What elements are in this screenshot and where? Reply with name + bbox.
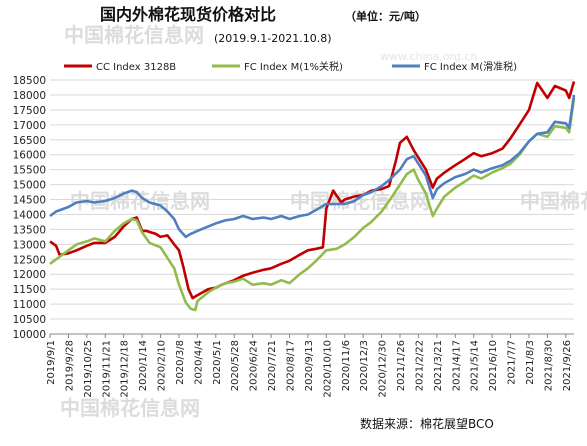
x-tick-label: 2020/6/24 (249, 340, 260, 391)
x-tick-label: 2020/3/8 (175, 340, 186, 385)
legend-label-cc: CC Index 3128B (96, 62, 176, 73)
y-tick-label: 11500 (13, 284, 46, 296)
x-tick-label: 2020/9/13 (304, 340, 315, 391)
y-tick-label: 14000 (13, 209, 46, 221)
y-tick-label: 16000 (13, 150, 46, 162)
x-tick-label: 2021/1/26 (396, 340, 407, 391)
y-tick-label: 12000 (13, 269, 46, 281)
x-tick-label: 2019/11/21 (101, 340, 112, 398)
legend-label-fc1: FC Index M(1%关税) (244, 60, 343, 73)
y-tick-label: 10000 (13, 329, 46, 341)
series-line-1 (49, 97, 576, 312)
x-tick-label: 2020/2/10 (157, 340, 168, 391)
y-tick-label: 17000 (13, 120, 46, 132)
x-tick-label: 2019/12/18 (120, 340, 131, 398)
x-tick-label: 2020/1/14 (138, 340, 149, 391)
legend-label-fcs: FC Index M(滑准税) (424, 60, 517, 73)
watermark-text: 中国棉花信息网 (290, 189, 430, 213)
y-tick-label: 13000 (13, 239, 46, 251)
y-tick-label: 18000 (13, 90, 46, 102)
x-tick-label: 2019/10/25 (83, 340, 94, 398)
x-tick-label: 2020/10/10 (322, 340, 333, 398)
chart-subtitle: (2019.9.1-2021.10.8) (214, 32, 332, 45)
watermark: 中国棉花信息网 中国棉花信息网 中国棉花信息网 中国棉花信息网 中国棉花信息网 … (60, 23, 587, 420)
y-tick-label: 12500 (13, 254, 46, 266)
y-tick-label: 15500 (13, 165, 46, 177)
x-tick-label: 2020/4/4 (193, 340, 204, 385)
x-tick-label: 2020/7/21 (267, 340, 278, 391)
y-tick-label: 18500 (13, 75, 46, 87)
y-tick-label: 15000 (13, 180, 46, 192)
watermark-text: 中国棉花信息网 (60, 396, 200, 420)
source-label: 数据来源：棉花展望BCO (360, 416, 494, 431)
x-tick-label: 2020/11/6 (341, 340, 352, 391)
x-tick-label: 2021/7/7 (507, 340, 518, 385)
x-tick-label: 2021/3/21 (433, 340, 444, 391)
x-tick-label: 2020/5/1 (212, 340, 223, 385)
watermark-text: 中国棉花信息网 (64, 23, 204, 47)
chart-title: 国内外棉花现货价格对比 (100, 5, 276, 24)
x-tick-label: 2020/8/17 (285, 340, 296, 391)
x-tick-label: 2021/6/10 (488, 340, 499, 391)
x-tick-label: 2020/5/28 (230, 340, 241, 391)
x-tick-label: 2021/2/22 (414, 340, 425, 391)
plot-area: 10000 10500 11000 11500 12000 12500 13000 13500… (13, 75, 576, 398)
y-tick-label: 11000 (13, 299, 46, 311)
y-tick-label: 13500 (13, 224, 46, 236)
legend: CC Index 3128B FC Index M(1%关税) FC Index… (64, 60, 517, 73)
x-tick-label: 2021/8/3 (525, 340, 536, 385)
x-tick-label: 2020/12/3 (359, 340, 370, 391)
watermark-text: 中国棉花信息网 (520, 189, 587, 213)
y-tick-label: 16500 (13, 135, 46, 147)
x-tick-label: 2019/9/28 (64, 340, 75, 391)
unit-label: （单位：元/吨） (345, 9, 426, 23)
x-tick-label: 2021/5/14 (470, 340, 481, 391)
y-tick-label: 14500 (13, 195, 46, 207)
watermark-url: www.china.org.cn (380, 50, 477, 63)
y-tick-label: 10500 (13, 314, 46, 326)
x-tick-label: 2021/9/26 (562, 340, 573, 391)
y-tick-label: 17500 (13, 105, 46, 117)
series-line-2 (49, 94, 576, 239)
x-tick-label: 2019/9/1 (46, 340, 57, 385)
x-tick-label: 2020/12/30 (378, 340, 389, 398)
x-tick-label: 2021/8/30 (543, 340, 554, 391)
x-tick-label: 2021/4/17 (451, 340, 462, 391)
